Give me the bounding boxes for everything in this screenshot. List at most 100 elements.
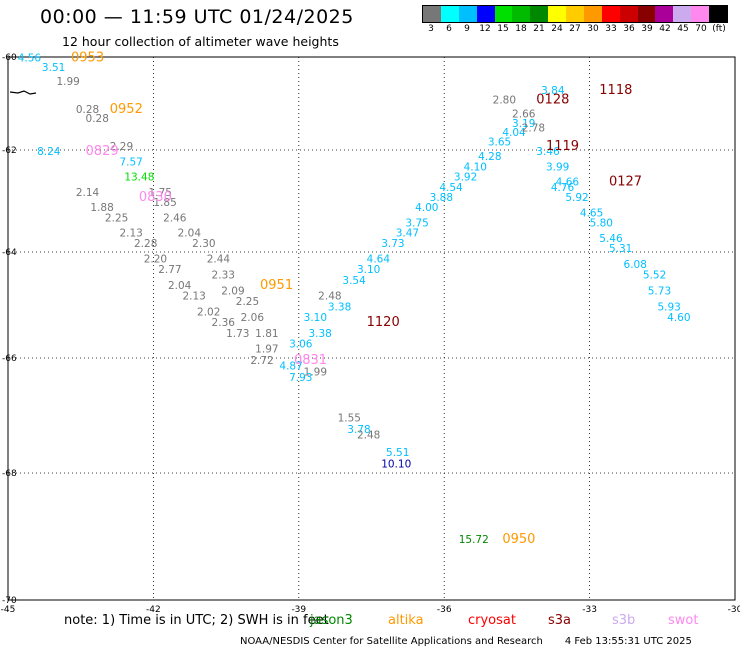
pass-time-label: 0950 (502, 532, 535, 547)
swh-value: 4.64 (367, 254, 391, 266)
swh-value: 2.13 (182, 291, 205, 303)
swh-value: 4.00 (415, 202, 438, 214)
color-scale-label: 27 (569, 24, 581, 34)
color-scale-label: 21 (533, 24, 545, 34)
swh-value: 5.46 (599, 233, 623, 245)
swh-value: 3.65 (488, 136, 511, 148)
swh-value: 3.99 (546, 161, 569, 173)
swh-value: 10.10 (381, 458, 411, 470)
swh-value: 3.51 (42, 62, 65, 74)
swh-value: 5.93 (657, 301, 680, 313)
swh-value: 3.84 (541, 85, 565, 97)
swh-value: 2.02 (197, 307, 220, 319)
swh-value: 5.73 (648, 285, 671, 297)
pass-time-label: 1118 (599, 83, 632, 98)
swh-value: 5.92 (565, 192, 588, 204)
color-scale-label: 39 (641, 24, 653, 34)
color-swatch (476, 6, 495, 22)
color-swatch (530, 6, 549, 22)
color-swatch (494, 6, 513, 22)
lon-tick-label: -33 (582, 605, 597, 615)
swh-value: 3.38 (308, 328, 331, 340)
swh-value: 3.10 (357, 264, 380, 276)
swh-value: 5.31 (609, 243, 632, 255)
mission-jason3: jason3 (310, 613, 353, 628)
swh-value: 4.28 (478, 151, 501, 163)
lon-tick-label: -42 (146, 605, 161, 615)
color-swatch (601, 6, 620, 22)
swh-value: 1.81 (255, 328, 278, 340)
color-scale-legend: 3 6 9 12 15 18 21 24 27 30 33 36 39 42 45 70 (ft) (422, 5, 728, 35)
swh-value: 0.28 (86, 113, 109, 125)
swh-value: 2.20 (144, 254, 167, 266)
pass-time-label: 0953 (71, 51, 104, 66)
color-scale-label: 9 (464, 24, 470, 34)
swh-value: 1.99 (304, 366, 327, 378)
mission-altika: altika (388, 613, 424, 628)
swh-value: 2.25 (236, 296, 259, 308)
swh-value: 2.72 (250, 355, 273, 367)
swh-value: 2.78 (522, 122, 545, 134)
pass-time-label: 0127 (609, 175, 642, 190)
color-scale-label: 45 (677, 24, 689, 34)
swh-value: 3.10 (304, 312, 327, 324)
mission-cryosat: cryosat (468, 613, 516, 628)
swh-value: 1.99 (56, 76, 79, 88)
pass-time-label: 0830 (139, 190, 172, 205)
pass-time-label: 0128 (536, 93, 569, 108)
color-swatch (709, 6, 727, 22)
color-scale-label: 30 (587, 24, 599, 34)
swh-value: 2.33 (212, 270, 235, 282)
swh-value: 2.77 (158, 264, 181, 276)
mission-swot: swot (668, 613, 699, 628)
swh-value: 3.38 (328, 301, 351, 313)
lon-tick-label: -39 (291, 605, 306, 615)
color-scale-label: 24 (551, 24, 563, 34)
swh-value: 1.97 (255, 344, 278, 356)
color-swatch (458, 6, 477, 22)
color-swatch (637, 6, 656, 22)
color-swatch (583, 6, 602, 22)
swh-value: 2.14 (76, 187, 100, 199)
footer: NOAA/NESDIS Center for Satellite Applica… (240, 636, 692, 647)
lon-tick-label: -30 (728, 605, 740, 615)
color-swatch (566, 6, 584, 22)
map-frame (7, 56, 736, 601)
swh-value: 3.88 (430, 192, 453, 204)
timestamp-text: 4 Feb 13:55:31 UTC 2025 (564, 636, 692, 647)
swh-value: 5.80 (590, 218, 613, 230)
swh-value: 3.06 (289, 338, 313, 350)
color-swatch (440, 6, 459, 22)
swh-value: 4.87 (279, 361, 302, 373)
swh-value: 3.75 (405, 218, 428, 230)
lat-tick-label: -62 (2, 146, 17, 156)
color-swatch (619, 6, 638, 22)
pass-time-label: 1120 (367, 315, 400, 330)
pass-time-label: 0952 (110, 102, 143, 117)
pass-time-label: 0829 (86, 144, 119, 159)
footnote: note: 1) Time is in UTC; 2) SWH is in fe… (64, 613, 329, 628)
color-scale-bar (422, 5, 728, 23)
swh-value: 2.13 (119, 228, 142, 240)
swh-value: 15.72 (459, 534, 489, 546)
swh-value: 3.92 (454, 172, 477, 184)
swh-value: 5.51 (386, 447, 409, 459)
pass-time-label: 1119 (546, 139, 579, 154)
color-scale-label: (ft) (712, 24, 726, 34)
color-scale-label: 42 (659, 24, 671, 34)
page-title: 00:00 — 11:59 UTC 01/24/2025 (40, 6, 354, 28)
swh-value: 2.46 (163, 212, 187, 224)
swh-value: 4.54 (439, 182, 463, 194)
mission-s3a: s3a (548, 613, 572, 628)
swh-value: 3.46 (536, 146, 560, 158)
pass-time-label: 0831 (294, 353, 327, 368)
lat-tick-label: -64 (2, 248, 17, 258)
swh-value: 4.65 (580, 207, 603, 219)
color-scale-label: 70 (695, 24, 707, 34)
swh-value: 2.28 (134, 238, 157, 250)
color-swatch (423, 6, 441, 22)
color-scale-label: 3 (428, 24, 434, 34)
swh-value: 3.47 (396, 228, 419, 240)
lat-tick-label: -68 (2, 469, 17, 479)
